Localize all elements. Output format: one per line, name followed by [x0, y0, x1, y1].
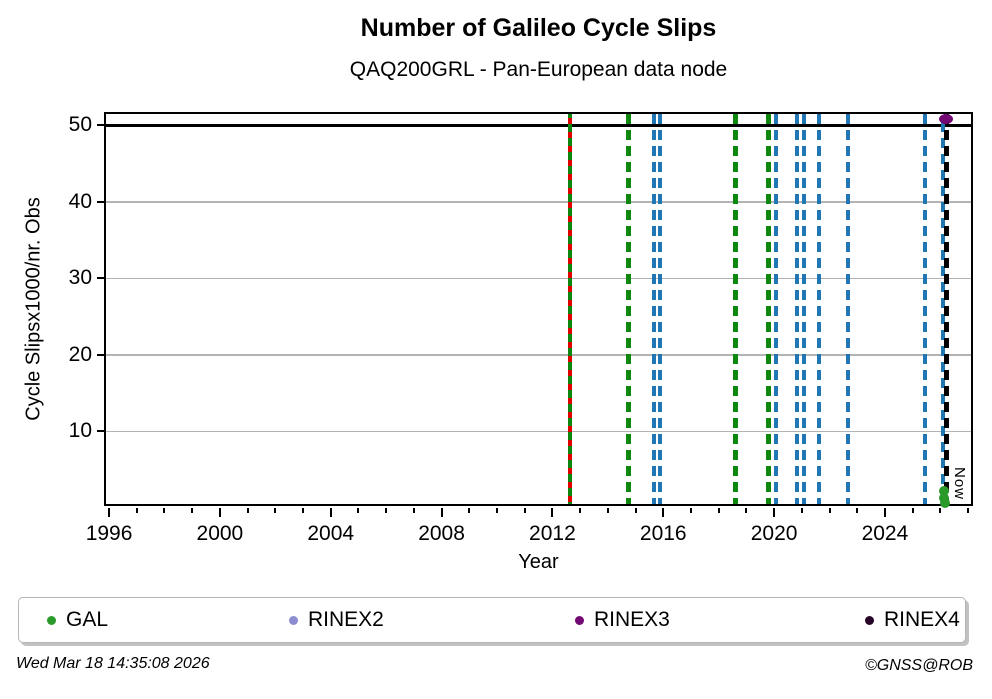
event-line-2021.62: [816, 114, 821, 504]
legend: GAL RINEX2 RINEX3 RINEX4: [18, 597, 966, 643]
legend-label: RINEX3: [594, 608, 670, 631]
event-line-2015.66: [651, 114, 656, 504]
x-minor-tick-2027: [967, 508, 970, 513]
event-line-2022.66: [845, 114, 850, 504]
now-label: Now: [951, 466, 969, 500]
x-minor-tick-2011: [523, 508, 526, 513]
event-line-2020.07: [774, 114, 779, 504]
x-tick-label-2008: 2008: [418, 522, 465, 545]
hline-50: [106, 124, 971, 127]
x-minor-tick-2025: [911, 508, 914, 513]
plot-timestamp: Wed Mar 18 14:35:08 2026: [16, 655, 210, 672]
copyright: ©GNSS@ROB: [864, 657, 973, 674]
chart-subtitle: QAQ200GRL - Pan-European data node: [349, 58, 728, 81]
event-line-2012.63: [567, 114, 572, 504]
gal-marker-icon: [47, 615, 56, 625]
x-minor-tick-2007: [412, 508, 415, 513]
y-tick-label-30: 30: [68, 266, 92, 290]
event-line-2025.44: [922, 114, 927, 504]
x-minor-tick-2003: [302, 508, 305, 513]
event-line-2018.59: [732, 114, 738, 504]
y-tick-label-50: 50: [68, 113, 92, 137]
y-tick-30: [97, 277, 106, 280]
x-minor-tick-2006: [385, 508, 388, 513]
legend-label: GAL: [66, 608, 109, 631]
x-tick-2000: [218, 508, 221, 517]
y-tick-50: [97, 124, 106, 127]
x-axis-label: Year: [518, 551, 559, 573]
x-tick-2020: [773, 508, 776, 517]
now-line: [943, 114, 949, 504]
x-minor-tick-2026: [939, 508, 942, 513]
data-point-gal: [938, 486, 949, 497]
x-minor-tick-2005: [357, 508, 360, 513]
x-minor-tick-2019: [745, 508, 748, 513]
x-minor-tick-1997: [135, 508, 138, 513]
legend-item-rinex3: RINEX3: [575, 598, 670, 642]
x-tick-2016: [662, 508, 665, 517]
event-line-2020.82: [794, 114, 799, 504]
x-tick-label-2024: 2024: [861, 522, 909, 545]
plot-area: 10 20 30 40 50 1996 2000 2004 2008 2012 2016 2020 20…: [69, 112, 973, 545]
event-line-2026.09: [940, 114, 945, 504]
x-tick-2008: [440, 508, 443, 517]
x-minor-tick-2002: [274, 508, 277, 513]
gridline-y10: [106, 430, 971, 433]
gridline-y40: [106, 201, 971, 203]
x-tick-label-2000: 2000: [196, 522, 244, 545]
y-tick-label-10: 10: [68, 419, 92, 443]
chart-title: Number of Galileo Cycle Slips: [360, 14, 717, 42]
event-line-2021.08: [802, 114, 807, 504]
y-tick-label-20: 20: [68, 342, 92, 366]
rinex3-marker-icon: [575, 615, 584, 625]
rinex4-marker-icon: [865, 615, 874, 625]
data-point-gal: [939, 493, 950, 504]
legend-item-rinex4: RINEX4: [865, 598, 960, 642]
x-minor-tick-2017: [689, 508, 692, 513]
x-minor-tick-1999: [191, 508, 194, 513]
x-tick-label-1996: 1996: [85, 522, 133, 545]
event-line-2015.88: [657, 114, 662, 504]
x-minor-tick-2015: [634, 508, 637, 513]
event-line-2012.63-overlay: [567, 114, 572, 504]
y-tick-20: [97, 353, 106, 356]
x-tick-1996: [108, 508, 111, 517]
x-tick-2024: [883, 508, 886, 517]
x-minor-tick-1998: [163, 508, 166, 513]
x-minor-tick-2014: [606, 508, 609, 513]
y-tick-label-40: 40: [68, 189, 92, 213]
data-point-rinex3: [939, 113, 954, 124]
y-tick-10: [97, 430, 106, 433]
x-minor-tick-2013: [579, 508, 582, 513]
x-tick-label-2016: 2016: [639, 522, 687, 545]
x-minor-tick-2022: [828, 508, 831, 513]
x-minor-tick-2009: [468, 508, 471, 513]
x-tick-label-2020: 2020: [750, 522, 798, 545]
x-tick-label-2004: 2004: [307, 522, 355, 545]
x-minor-tick-2023: [856, 508, 859, 513]
event-line-2019.81: [766, 114, 772, 504]
legend-label: RINEX2: [308, 608, 384, 631]
x-tick-2012: [551, 508, 554, 517]
x-minor-tick-2010: [495, 508, 498, 513]
x-minor-tick-2021: [800, 508, 803, 513]
x-tick-label-2012: 2012: [529, 522, 576, 545]
event-line-2014.76: [626, 114, 632, 504]
y-axis-label: Cycle Slipsx1000/nr. Obs: [22, 197, 45, 421]
gridline-y30: [106, 277, 971, 280]
rinex2-marker-icon: [289, 615, 298, 625]
legend-item-gal: GAL: [47, 598, 108, 642]
x-tick-2004: [329, 508, 332, 517]
data-point-gal: [939, 498, 950, 509]
y-tick-40: [97, 200, 106, 203]
x-minor-tick-2018: [717, 508, 720, 513]
x-minor-tick-2001: [246, 508, 249, 513]
legend-item-rinex2: RINEX2: [289, 598, 384, 642]
legend-label: RINEX4: [884, 608, 960, 631]
gridline-y20: [106, 354, 971, 356]
